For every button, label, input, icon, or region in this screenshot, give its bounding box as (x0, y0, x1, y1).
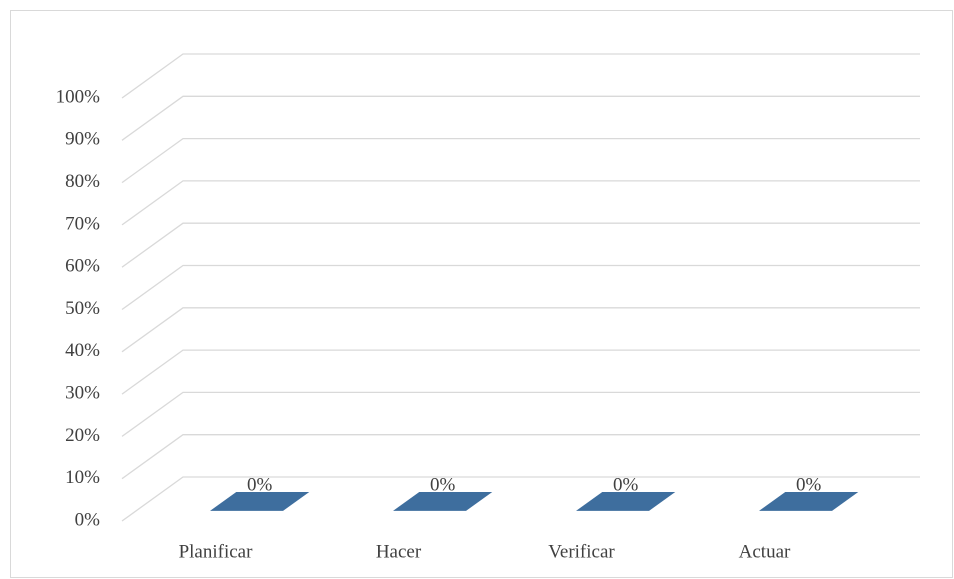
grid-line (121, 137, 920, 184)
bar (759, 491, 859, 511)
bar-top (210, 491, 310, 511)
data-label: 0% (247, 474, 273, 495)
bar-top (759, 491, 859, 511)
x-tick-label: Planificar (179, 541, 254, 562)
y-tick-label: 0% (75, 509, 101, 530)
grid-line (121, 476, 920, 522)
grid-line (121, 307, 920, 353)
bar-top (393, 491, 493, 511)
grid-line (121, 222, 920, 268)
data-label: 0% (430, 474, 456, 495)
bar (210, 491, 310, 511)
x-tick-label: Verificar (548, 541, 615, 562)
y-tick-label: 20% (65, 425, 100, 446)
data-label: 0% (796, 474, 822, 495)
bar (576, 491, 676, 511)
bar (393, 491, 493, 511)
y-tick-label: 80% (65, 171, 100, 192)
grid-line (121, 349, 920, 395)
y-tick-label: 30% (65, 382, 100, 403)
y-tick-label: 60% (65, 256, 100, 277)
bar-top (576, 491, 676, 511)
y-tick-label: 40% (65, 340, 100, 361)
grid-line (121, 391, 920, 437)
x-tick-label: Actuar (739, 541, 791, 562)
grid-line (121, 434, 920, 480)
grid-line (121, 264, 920, 311)
grid-line (121, 180, 920, 226)
y-tick-label: 50% (65, 298, 100, 319)
chart-border (10, 10, 953, 578)
x-tick-label: Hacer (376, 541, 422, 562)
data-label: 0% (613, 474, 639, 495)
grid-line (121, 95, 920, 141)
y-tick-label: 10% (65, 467, 100, 488)
y-tick-label: 70% (65, 213, 100, 234)
y-tick-label: 90% (65, 129, 100, 150)
y-tick-label: 100% (56, 86, 101, 107)
grid-line (121, 53, 920, 99)
